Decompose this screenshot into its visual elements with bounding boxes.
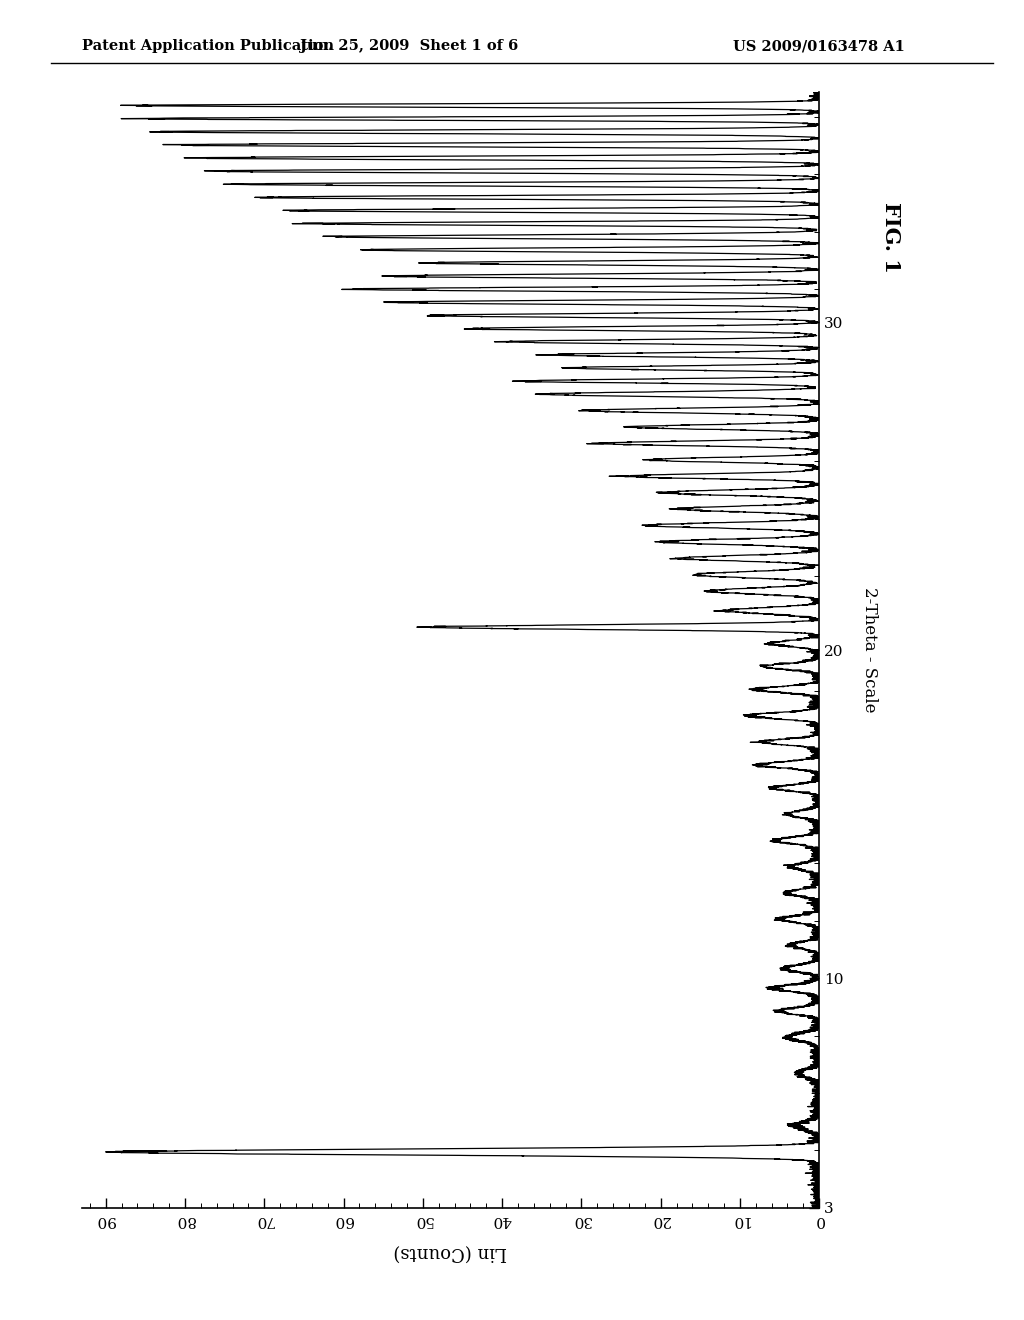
X-axis label: Lin (Counts): Lin (Counts) [394, 1243, 507, 1262]
Text: FIG. 1: FIG. 1 [881, 202, 901, 273]
Text: Patent Application Publication: Patent Application Publication [82, 40, 334, 53]
Text: Jun. 25, 2009  Sheet 1 of 6: Jun. 25, 2009 Sheet 1 of 6 [300, 40, 519, 53]
Y-axis label: 2-Theta - Scale: 2-Theta - Scale [861, 587, 879, 713]
Text: US 2009/0163478 A1: US 2009/0163478 A1 [733, 40, 905, 53]
